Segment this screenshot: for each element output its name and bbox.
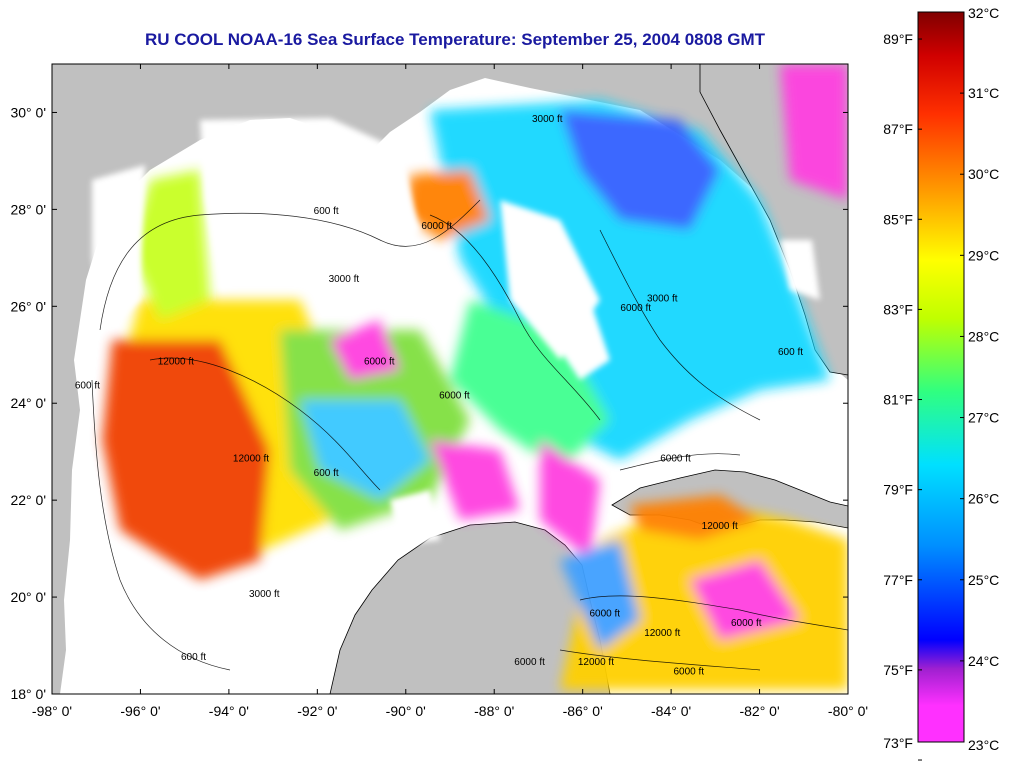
colorbar-fahrenheit-label: 73°F bbox=[883, 735, 913, 751]
colorbar: 32°C 31°C 30°C 29°C 28°C 27°C 26°C 25°C 24°C 23°C… bbox=[883, 5, 999, 761]
colorbar-fahrenheit-label: 85°F bbox=[883, 211, 913, 227]
lon-tick-label: -92° 0' bbox=[297, 703, 337, 719]
contour-label: 6000 ft bbox=[660, 453, 691, 464]
lon-tick-label: -96° 0' bbox=[120, 703, 160, 719]
colorbar-fahrenheit-label: 83°F bbox=[883, 301, 913, 317]
lat-tick-label: 28° 0' bbox=[10, 201, 46, 217]
colorbar-celsius-label: 26°C bbox=[968, 491, 999, 507]
colorbar-celsius-label: 29°C bbox=[968, 247, 999, 263]
colorbar-celsius-label: 30°C bbox=[968, 166, 999, 182]
colorbar-celsius-label: 28°C bbox=[968, 328, 999, 344]
colorbar-celsius-label: 27°C bbox=[968, 410, 999, 426]
contour-label: 6000 ft bbox=[421, 221, 452, 232]
colorbar-fahrenheit-label: 87°F bbox=[883, 121, 913, 137]
lat-tick-label: 26° 0' bbox=[10, 298, 46, 314]
contour-label: 6000 ft bbox=[514, 657, 545, 668]
colorbar-fahrenheit-label: 89°F bbox=[883, 31, 913, 47]
contour-label: 600 ft bbox=[314, 206, 339, 217]
colorbar-celsius-label: 32°C bbox=[968, 5, 999, 21]
colorbar-fahrenheit-labels: 89°F 87°F 85°F 83°F 81°F 79°F 77°F 75°F 73°F bbox=[883, 31, 922, 761]
contour-label: 600 ft bbox=[181, 652, 206, 663]
latitude-axis: 18° 0' 20° 0' 22° 0' 24° 0' 26° 0' 28° 0' 30° … bbox=[10, 104, 848, 702]
contour-label: 600 ft bbox=[75, 381, 100, 392]
lat-tick-label: 18° 0' bbox=[10, 686, 46, 702]
colorbar-celsius-label: 25°C bbox=[968, 572, 999, 588]
contour-label: 12000 ft bbox=[233, 453, 269, 464]
colorbar-fahrenheit-label: 77°F bbox=[883, 572, 913, 588]
map-frame bbox=[51, 63, 849, 695]
colorbar-gradient bbox=[917, 11, 965, 743]
lon-tick-label: -86° 0' bbox=[563, 703, 603, 719]
contour-label: 12000 ft bbox=[644, 628, 680, 639]
colorbar-celsius-label: 23°C bbox=[968, 737, 999, 753]
lat-tick-label: 30° 0' bbox=[10, 104, 46, 120]
contour-label: 12000 ft bbox=[158, 356, 194, 367]
contour-label: 3000 ft bbox=[249, 589, 280, 600]
contour-label: 6000 ft bbox=[589, 608, 620, 619]
contour-label: 6000 ft bbox=[731, 618, 762, 629]
colorbar-celsius-label: 24°C bbox=[968, 653, 999, 669]
lon-tick-label: -84° 0' bbox=[651, 703, 691, 719]
colorbar-celsius-labels: 32°C 31°C 30°C 29°C 28°C 27°C 26°C 25°C 24°C 23°C bbox=[960, 5, 999, 753]
contour-label: 6000 ft bbox=[439, 390, 470, 401]
contour-label: 12000 ft bbox=[702, 521, 738, 532]
lat-tick-label: 24° 0' bbox=[10, 395, 46, 411]
contour-label: 600 ft bbox=[314, 468, 339, 479]
contour-label: 6000 ft bbox=[620, 303, 651, 314]
lon-tick-label: -98° 0' bbox=[32, 703, 72, 719]
contour-label: 3000 ft bbox=[329, 274, 360, 285]
lat-tick-label: 20° 0' bbox=[10, 589, 46, 605]
colorbar-fahrenheit-label: 81°F bbox=[883, 392, 913, 408]
longitude-axis: -98° 0' -96° 0' -94° 0' -92° 0' -90° 0' -88° … bbox=[32, 64, 868, 719]
colorbar-fahrenheit-label: 79°F bbox=[883, 482, 913, 498]
sst-field bbox=[102, 64, 848, 690]
lon-tick-label: -94° 0' bbox=[209, 703, 249, 719]
contour-label: 600 ft bbox=[778, 347, 803, 358]
lon-tick-label: -82° 0' bbox=[739, 703, 779, 719]
lon-tick-label: -80° 0' bbox=[828, 703, 868, 719]
cloud-mask bbox=[92, 118, 820, 545]
lon-tick-label: -88° 0' bbox=[474, 703, 514, 719]
colorbar-celsius-label: 31°C bbox=[968, 85, 999, 101]
depth-contours bbox=[91, 199, 848, 671]
contour-label: 3000 ft bbox=[532, 114, 563, 125]
lon-tick-label: -90° 0' bbox=[386, 703, 426, 719]
contour-label: 12000 ft bbox=[578, 657, 614, 668]
lat-tick-label: 22° 0' bbox=[10, 492, 46, 508]
contour-label: 3000 ft bbox=[647, 293, 678, 304]
contour-label: 6000 ft bbox=[674, 667, 705, 678]
contour-label: 6000 ft bbox=[364, 356, 395, 367]
colorbar-fahrenheit-label: 75°F bbox=[883, 662, 913, 678]
map-title: RU COOL NOAA-16 Sea Surface Temperature:… bbox=[144, 30, 766, 49]
